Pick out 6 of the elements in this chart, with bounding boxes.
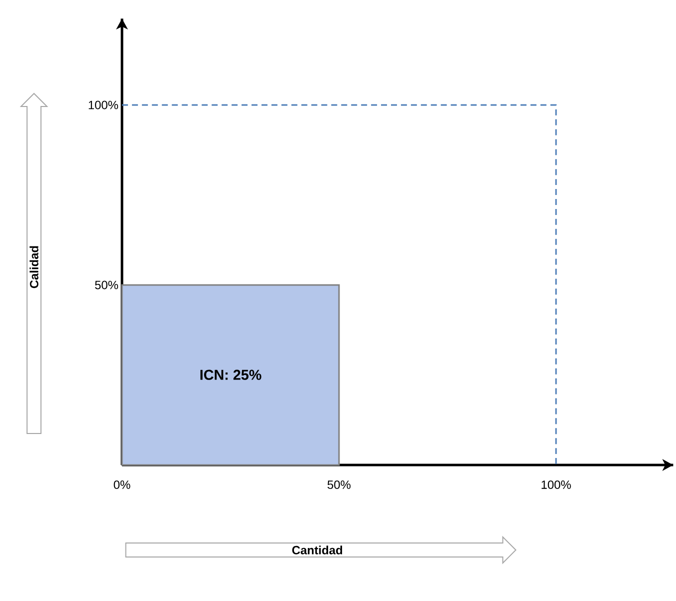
x-tick-label: 50% — [328, 480, 351, 489]
x-tick-label: 0% — [114, 480, 130, 489]
y-axis-title: Calidad — [30, 246, 38, 288]
x-axis-title: Cantidad — [292, 546, 342, 554]
x-tick-label: 100% — [542, 480, 571, 489]
annotation: ICN: 25% — [200, 370, 262, 380]
